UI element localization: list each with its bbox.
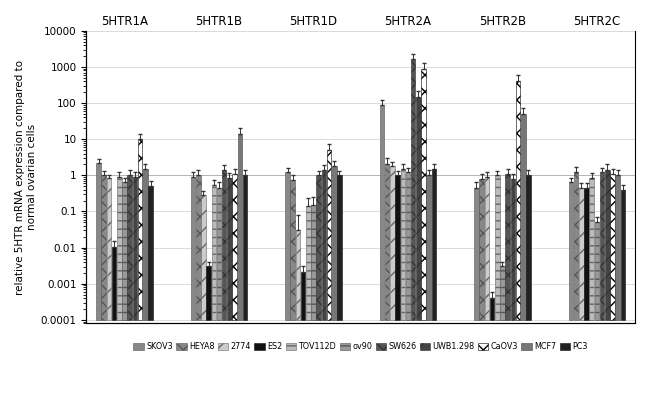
- Bar: [216, 188, 221, 320]
- Bar: [605, 170, 610, 320]
- Bar: [317, 176, 321, 320]
- Bar: [311, 205, 316, 320]
- Bar: [395, 176, 400, 320]
- Bar: [411, 59, 415, 320]
- Bar: [521, 114, 526, 320]
- Bar: [196, 176, 200, 320]
- Bar: [495, 176, 500, 320]
- Bar: [285, 172, 290, 320]
- Bar: [301, 272, 305, 320]
- Legend: SKOV3, HEYA8, 2774, ES2, TOV112D, ov90, SW626, UWB1.298, CaOV3, MCF7, PC3: SKOV3, HEYA8, 2774, ES2, TOV112D, ov90, …: [130, 339, 592, 355]
- Bar: [296, 230, 300, 320]
- Bar: [112, 248, 116, 320]
- Bar: [107, 178, 111, 320]
- Bar: [143, 169, 148, 320]
- Bar: [211, 185, 216, 320]
- Bar: [133, 177, 137, 320]
- Bar: [569, 182, 573, 320]
- Bar: [232, 174, 237, 320]
- Bar: [511, 179, 515, 320]
- Bar: [610, 174, 615, 320]
- Bar: [337, 176, 342, 320]
- Bar: [206, 266, 211, 320]
- Bar: [291, 180, 295, 320]
- Bar: [127, 176, 132, 320]
- Bar: [584, 188, 589, 320]
- Bar: [222, 170, 226, 320]
- Bar: [327, 150, 332, 320]
- Bar: [390, 166, 395, 320]
- Bar: [574, 172, 578, 320]
- Bar: [485, 177, 489, 320]
- Y-axis label: relative 5HTR mRNA expression compared to
normal ovarian cells: relative 5HTR mRNA expression compared t…: [15, 60, 36, 295]
- Bar: [148, 186, 153, 320]
- Bar: [227, 178, 231, 320]
- Bar: [480, 179, 484, 320]
- Bar: [490, 298, 495, 320]
- Bar: [595, 222, 599, 320]
- Bar: [621, 190, 625, 320]
- Bar: [306, 206, 311, 320]
- Bar: [96, 163, 101, 320]
- Bar: [138, 139, 142, 320]
- Bar: [616, 176, 620, 320]
- Bar: [526, 176, 531, 320]
- Bar: [579, 188, 584, 320]
- Bar: [385, 164, 389, 320]
- Bar: [242, 176, 247, 320]
- Bar: [332, 166, 337, 320]
- Bar: [474, 188, 479, 320]
- Bar: [421, 68, 426, 320]
- Bar: [406, 172, 410, 320]
- Bar: [101, 176, 106, 320]
- Bar: [432, 169, 436, 320]
- Bar: [506, 174, 510, 320]
- Bar: [117, 177, 122, 320]
- Bar: [516, 81, 521, 320]
- Bar: [201, 195, 205, 320]
- Bar: [426, 176, 431, 320]
- Bar: [190, 177, 195, 320]
- Bar: [590, 178, 594, 320]
- Bar: [600, 172, 604, 320]
- Bar: [380, 105, 384, 320]
- Bar: [122, 182, 127, 320]
- Bar: [400, 169, 405, 320]
- Bar: [500, 266, 505, 320]
- Bar: [322, 170, 326, 320]
- Bar: [416, 97, 421, 320]
- Bar: [237, 134, 242, 320]
